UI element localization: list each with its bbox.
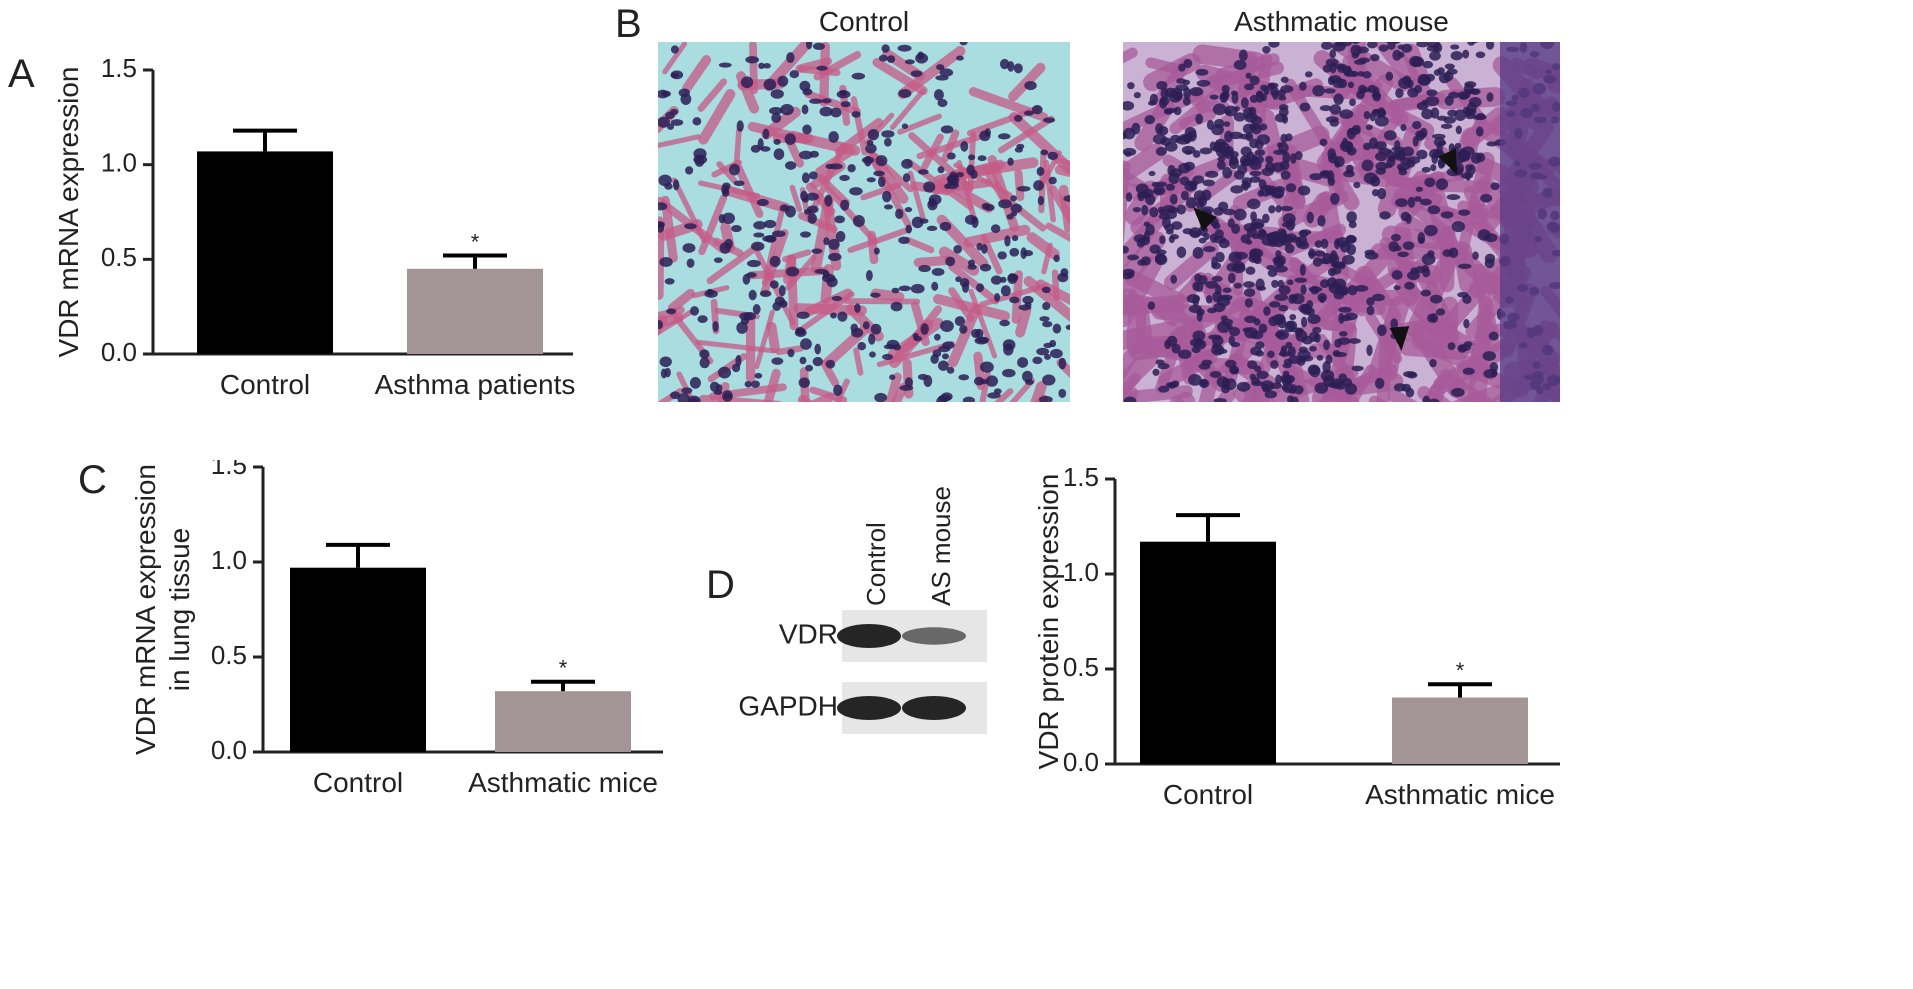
bar <box>197 151 333 354</box>
blot-band <box>837 696 901 720</box>
y-tick-label: 1.5 <box>101 53 137 83</box>
category-label: Asthmatic mice <box>1365 779 1555 810</box>
category-label: Asthmatic mice <box>468 767 658 798</box>
y-tick-label: 1.0 <box>101 148 137 178</box>
y-tick-label: 1.0 <box>1063 557 1099 587</box>
error-bar <box>326 542 390 568</box>
chart-c-vdr-lung: 0.0 0.5 1.0 1.5 Control * Asthmatic mice VDR mR… <box>130 460 663 798</box>
y-tick-label: 0.0 <box>101 337 137 367</box>
panel-label-d: D <box>706 563 735 607</box>
error-bar <box>531 679 595 692</box>
y-tick-label: 1.0 <box>211 545 247 575</box>
y-tick-label: 0.5 <box>211 640 247 670</box>
blot-row-label: GAPDH <box>738 690 838 721</box>
panel-label-c: C <box>78 458 107 502</box>
y-axis-label: VDR mRNA expression <box>53 67 84 358</box>
panel-label-a: A <box>8 52 35 96</box>
y-tick-label: 1.5 <box>211 460 247 480</box>
y-tick-label: 0.5 <box>1063 652 1099 682</box>
y-axis-label: in lung tissue <box>164 528 195 691</box>
blot-lane-label: AS mouse <box>926 486 956 606</box>
significance-marker: * <box>559 656 568 681</box>
y-tick-label: 0.0 <box>211 735 247 765</box>
error-bar <box>233 128 297 152</box>
error-bar <box>1176 513 1240 542</box>
blot-band <box>902 696 966 720</box>
bar <box>1392 697 1528 764</box>
category-label: Control <box>220 369 310 400</box>
chart-d-vdr-protein: 0.0 0.5 1.0 1.5 Control * Asthmatic mice VDR pr… <box>1033 462 1560 810</box>
significance-marker: * <box>1456 658 1465 683</box>
error-bar <box>443 253 507 269</box>
category-label: Asthma patients <box>375 369 576 400</box>
histology-control-image <box>658 42 1070 402</box>
arrowhead-marker <box>1389 326 1410 351</box>
category-label: Control <box>313 767 403 798</box>
y-axis-label: VDR protein expression <box>1033 474 1064 770</box>
y-tick-label: 0.0 <box>1063 747 1099 777</box>
bar <box>1140 541 1276 764</box>
blot-lane-label: Control <box>861 522 891 606</box>
histology-asthma-title: Asthmatic mouse <box>1234 6 1449 37</box>
histology-asthma-image <box>1123 42 1560 402</box>
western-blot: Control AS mouse VDR GAPDH <box>738 486 987 734</box>
arrowhead-marker <box>1438 148 1458 175</box>
arrowhead-marker <box>1193 207 1217 231</box>
histology-control-title: Control <box>818 6 910 37</box>
category-label: Control <box>1163 779 1253 810</box>
bar <box>407 268 543 354</box>
error-bar <box>1428 682 1492 698</box>
bar <box>495 691 631 752</box>
y-tick-label: 1.5 <box>1063 462 1099 492</box>
blot-band <box>902 627 966 645</box>
panel-label-b: B <box>615 2 642 46</box>
chart-a-vdr-mrna: 0.0 0.5 1.0 1.5 Control * Asthma patients VDR m… <box>53 53 576 400</box>
bar <box>290 567 426 752</box>
blot-band <box>837 624 901 648</box>
blot-row-label: VDR <box>779 618 838 649</box>
y-tick-label: 0.5 <box>101 242 137 272</box>
significance-marker: * <box>471 230 480 255</box>
y-axis-label: VDR mRNA expression <box>130 464 161 755</box>
